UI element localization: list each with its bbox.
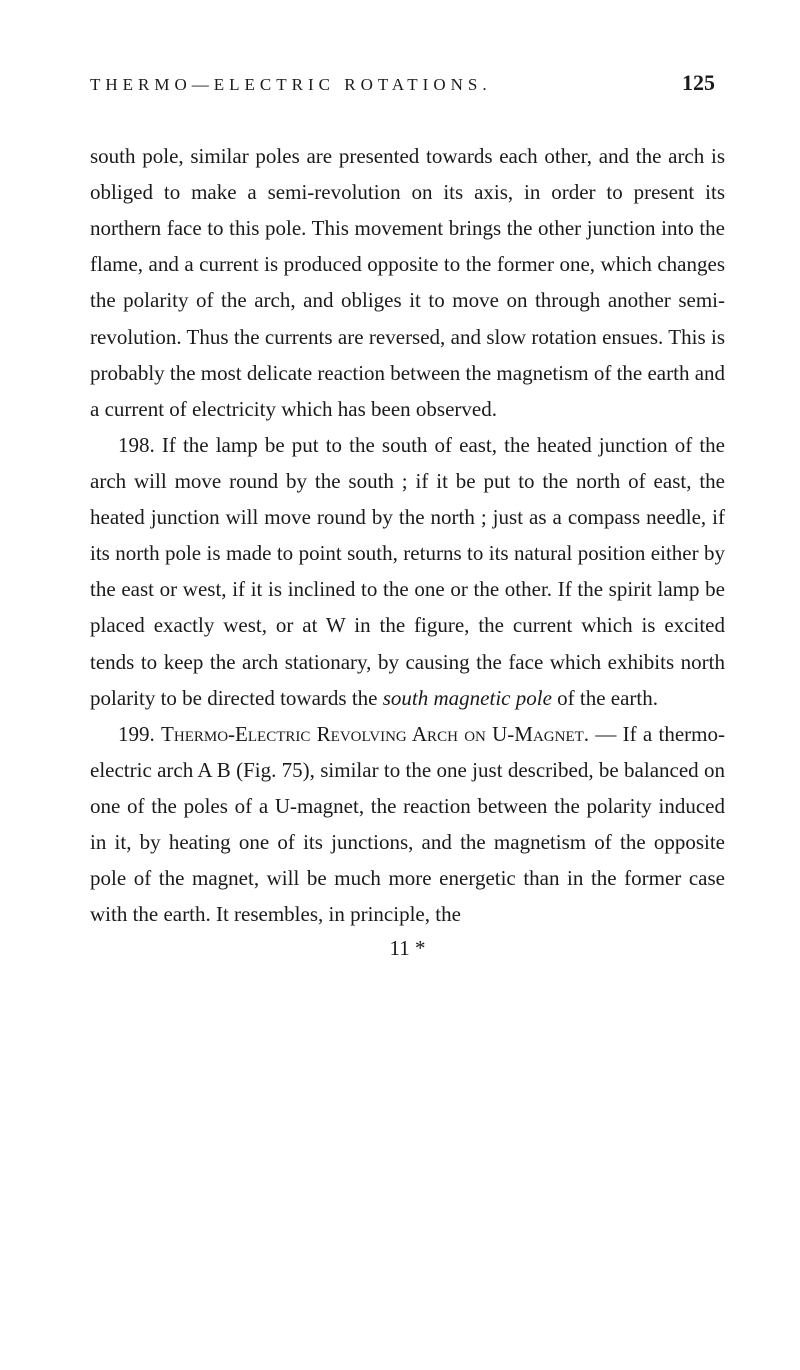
paragraph-continuation: south pole, similar poles are presented … [90,138,725,427]
text-run: of the earth. [552,686,658,710]
smallcaps-heading: Thermo-Electric Revolving Arch on U-Magn… [161,722,589,746]
text-run: south pole, similar poles are presented … [90,144,725,421]
paragraph-198: 198. If the lamp be put to the south of … [90,427,725,716]
paragraph-199: 199. Thermo-Electric Revolving Arch on U… [90,716,725,933]
text-run: 198. If the lamp be put to the south of … [90,433,725,710]
italic-phrase: south magnetic pole [383,686,552,710]
running-head: THERMO—ELECTRIC ROTATIONS. [90,75,492,95]
page-header: THERMO—ELECTRIC ROTATIONS. 125 [90,70,725,96]
text-run: 199. [118,722,161,746]
page-number: 125 [682,70,715,96]
text-run: — If a thermo-electric arch A B (Fig. 75… [90,722,725,927]
body-text: south pole, similar poles are presented … [90,138,725,932]
signature-mark: 11 * [90,936,725,961]
